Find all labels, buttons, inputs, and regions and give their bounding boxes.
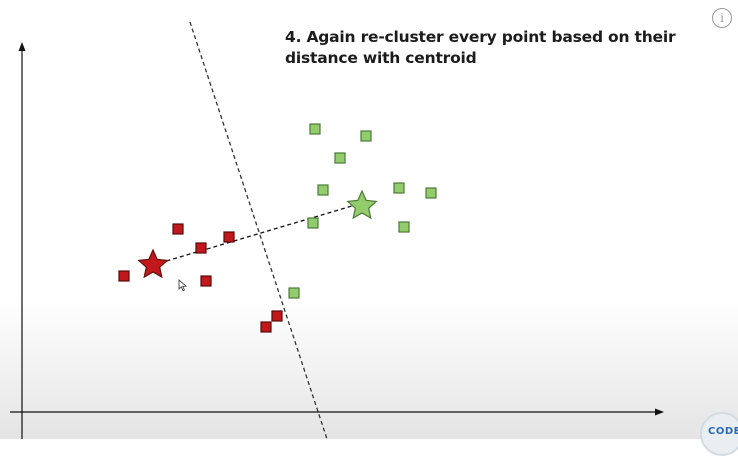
red-point	[200, 275, 212, 287]
cluster-boundary-line	[189, 21, 328, 439]
green-point	[425, 187, 437, 199]
green-point	[309, 123, 321, 135]
centroid-connector-line	[152, 202, 363, 266]
y-axis	[18, 42, 26, 439]
info-icon[interactable]: i	[712, 8, 732, 28]
slide-caption: 4. Again re-cluster every point based on…	[285, 28, 676, 67]
red-point	[172, 223, 184, 235]
green-point	[393, 182, 405, 194]
green-point	[317, 184, 329, 196]
codebasics-logo-icon: CODE	[700, 412, 738, 456]
green-point	[398, 221, 410, 233]
red-point	[195, 242, 207, 254]
mouse-cursor-icon	[178, 279, 188, 292]
red-point	[271, 310, 283, 322]
red-point	[118, 270, 130, 282]
logo-text: CODE	[708, 426, 738, 437]
green-cluster-points	[288, 123, 437, 299]
red-point	[260, 321, 272, 333]
green-point	[288, 287, 300, 299]
green-centroid-star	[346, 189, 378, 220]
green-point	[307, 217, 319, 229]
red-centroid-star	[137, 248, 169, 279]
scatter-plot	[10, 21, 664, 439]
red-point	[223, 231, 235, 243]
green-point	[360, 130, 372, 142]
x-axis	[10, 408, 664, 416]
info-label: i	[720, 11, 724, 25]
red-cluster-points	[118, 223, 283, 333]
green-point	[334, 152, 346, 164]
